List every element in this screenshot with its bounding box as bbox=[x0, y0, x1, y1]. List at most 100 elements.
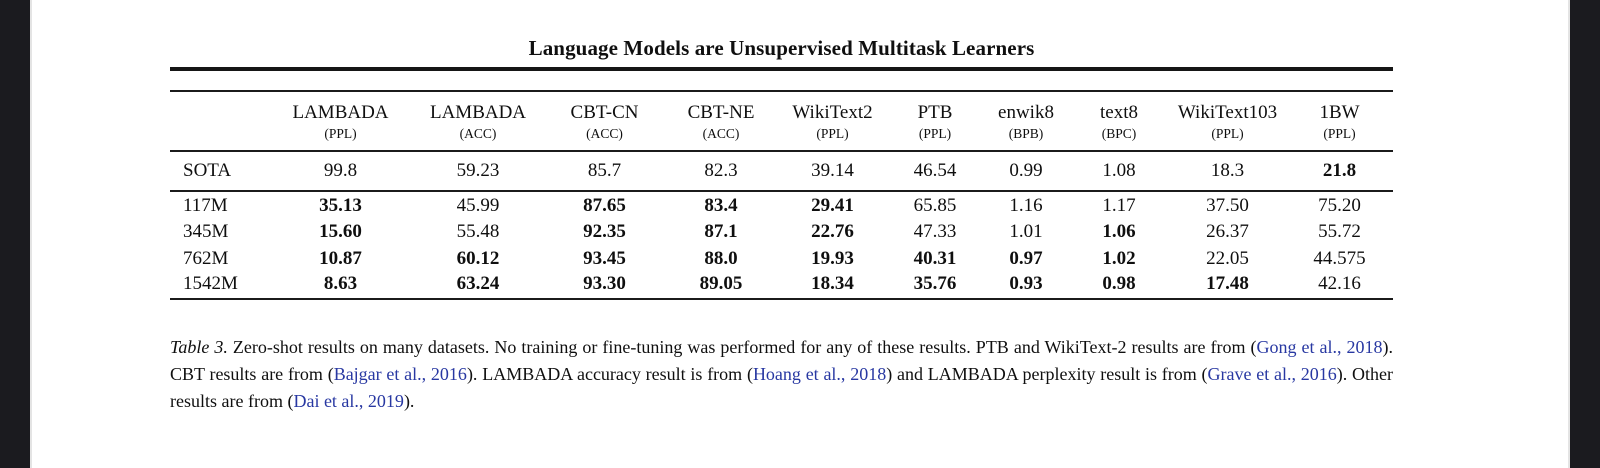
result-cell: 15.60 bbox=[319, 220, 362, 242]
citation-link[interactable]: Gong et al., 2018 bbox=[1256, 337, 1383, 357]
result-cell: 87.1 bbox=[704, 220, 738, 242]
result-cell: 85.7 bbox=[545, 151, 664, 192]
column-name: LAMBADA bbox=[292, 102, 389, 123]
sota-section: SOTA 99.8 59.23 85.7 82.3 39.14 46.54 0.99 1.08 1… bbox=[170, 151, 1393, 192]
result-cell: 89.05 bbox=[699, 272, 743, 294]
result-cell: 0.93 bbox=[1009, 272, 1043, 294]
result-cell: 45.99 bbox=[456, 195, 500, 216]
caption-text: ). CBT results are from ( bbox=[170, 337, 1393, 384]
citation-link[interactable]: Hoang et al., 2018 bbox=[752, 364, 887, 384]
result-cell: 17.48 bbox=[1206, 272, 1249, 294]
column-unit: (BPC) bbox=[1101, 126, 1137, 141]
result-cell: 65.85 bbox=[913, 195, 957, 216]
column-header: LAMBADA (ACC) bbox=[411, 91, 545, 152]
result-cell: 21.8 bbox=[1286, 151, 1393, 192]
row-label: SOTA bbox=[170, 151, 270, 192]
result-cell: 1.06 bbox=[1102, 220, 1136, 242]
column-unit: (PPL) bbox=[918, 126, 952, 141]
table-caption: Table 3. Zero-shot results on many datas… bbox=[170, 334, 1393, 415]
result-cell: 0.99 bbox=[983, 151, 1069, 192]
result-cell: 42.16 bbox=[1318, 272, 1361, 294]
column-unit: (PPL) bbox=[1211, 126, 1244, 141]
result-cell: 60.12 bbox=[456, 247, 500, 269]
row-label: 1542M bbox=[183, 272, 238, 294]
result-cell: 29.41 bbox=[811, 195, 854, 216]
result-cell: 35.13 bbox=[319, 195, 362, 216]
column-unit: (PPL) bbox=[816, 126, 849, 141]
model-results-section: 117M 35.13 45.99 87.65 83.4 29.41 65.85 1.16 1.1… bbox=[170, 191, 1393, 299]
caption-table-number: Table 3. bbox=[170, 337, 228, 357]
result-cell: 37.50 bbox=[1206, 195, 1249, 216]
column-header: 1BW (PPL) bbox=[1286, 91, 1393, 152]
caption-text: ). Other results are from ( bbox=[170, 364, 1393, 411]
result-cell: 47.33 bbox=[913, 220, 957, 242]
caption-text: Zero-shot results on many datasets. No t… bbox=[227, 337, 1257, 357]
result-cell: 8.63 bbox=[323, 272, 358, 294]
citation-link[interactable]: Grave et al., 2016 bbox=[1207, 364, 1337, 384]
row-label: 117M bbox=[183, 195, 228, 216]
column-name: LAMBADA bbox=[429, 102, 527, 123]
column-unit: (BPB) bbox=[1008, 126, 1044, 141]
result-cell: 63.24 bbox=[456, 272, 500, 294]
row-label: 762M bbox=[183, 247, 229, 269]
result-cell: 1.02 bbox=[1102, 247, 1136, 269]
result-cell: 22.05 bbox=[1206, 247, 1249, 269]
result-cell: 19.93 bbox=[811, 247, 854, 269]
result-cell: 10.87 bbox=[319, 247, 362, 269]
column-name: enwik8 bbox=[998, 102, 1054, 123]
column-header: LAMBADA (PPL) bbox=[270, 91, 411, 152]
column-name: CBT-CN bbox=[570, 102, 639, 123]
column-name: text8 bbox=[1100, 102, 1138, 123]
column-unit: (ACC) bbox=[459, 126, 497, 141]
column-header: CBT-CN (ACC) bbox=[545, 91, 664, 152]
table-row: 1542M 8.63 63.24 93.30 89.05 18.34 35.76 0.93 0.… bbox=[170, 272, 1393, 299]
result-cell: 1.01 bbox=[1009, 220, 1043, 242]
citation-link[interactable]: Bajgar et al., 2016 bbox=[333, 364, 467, 384]
paper-page: Language Models are Unsupervised Multita… bbox=[30, 0, 1570, 468]
result-cell: 46.54 bbox=[887, 151, 983, 192]
title-rule bbox=[170, 67, 1393, 71]
paper-running-title: Language Models are Unsupervised Multita… bbox=[528, 36, 1035, 60]
page-content: Language Models are Unsupervised Multita… bbox=[170, 0, 1393, 415]
column-header: text8 (BPC) bbox=[1069, 91, 1169, 152]
result-cell: 35.76 bbox=[913, 272, 957, 294]
citation-link[interactable]: Dai et al., 2019 bbox=[293, 391, 404, 411]
column-name: 1BW bbox=[1319, 102, 1360, 123]
result-cell: 83.4 bbox=[704, 195, 738, 216]
result-cell: 0.97 bbox=[1009, 247, 1043, 269]
result-cell: 1.17 bbox=[1102, 195, 1136, 216]
result-cell: 99.8 bbox=[270, 151, 411, 192]
results-table: LAMBADA (PPL) LAMBADA (ACC) CBT-CN (ACC) CBT-N… bbox=[170, 90, 1393, 300]
caption-text: ). bbox=[403, 391, 415, 411]
table-row: 117M 35.13 45.99 87.65 83.4 29.41 65.85 1.16 1.1… bbox=[170, 191, 1393, 218]
result-cell: 82.3 bbox=[664, 151, 778, 192]
column-unit: (PPL) bbox=[324, 126, 357, 141]
result-cell: 18.34 bbox=[811, 272, 854, 294]
column-unit: (ACC) bbox=[702, 126, 740, 141]
caption-text: ). LAMBADA accuracy result is from ( bbox=[466, 364, 753, 384]
result-cell: 26.37 bbox=[1206, 220, 1249, 242]
result-cell: 0.98 bbox=[1102, 272, 1136, 294]
header-empty-cell bbox=[170, 91, 270, 152]
result-cell: 1.16 bbox=[1009, 195, 1043, 216]
table-row: 345M 15.60 55.48 92.35 87.1 22.76 47.33 1.01 1.0… bbox=[170, 218, 1393, 245]
result-cell: 88.0 bbox=[704, 247, 738, 269]
result-cell: 22.76 bbox=[811, 220, 854, 242]
result-cell: 75.20 bbox=[1318, 195, 1361, 216]
result-cell: 59.23 bbox=[411, 151, 545, 192]
result-cell: 55.48 bbox=[456, 220, 500, 242]
table-header-row: LAMBADA (PPL) LAMBADA (ACC) CBT-CN (ACC) CBT-N… bbox=[170, 91, 1393, 152]
result-cell: 40.31 bbox=[913, 247, 957, 269]
column-name: WikiText2 bbox=[792, 102, 873, 123]
column-unit: (PPL) bbox=[1323, 126, 1356, 141]
table-row: SOTA 99.8 59.23 85.7 82.3 39.14 46.54 0.99 1.08 1… bbox=[170, 151, 1393, 192]
result-cell: 18.3 bbox=[1169, 151, 1286, 192]
column-name: CBT-NE bbox=[687, 102, 755, 123]
column-name: PTB bbox=[917, 102, 953, 123]
result-cell: 93.45 bbox=[583, 247, 626, 269]
row-label: 345M bbox=[183, 220, 229, 242]
column-header: PTB (PPL) bbox=[887, 91, 983, 152]
column-header: WikiText103 (PPL) bbox=[1169, 91, 1286, 152]
caption-text: ) and LAMBADA perplexity result is from … bbox=[886, 364, 1208, 384]
